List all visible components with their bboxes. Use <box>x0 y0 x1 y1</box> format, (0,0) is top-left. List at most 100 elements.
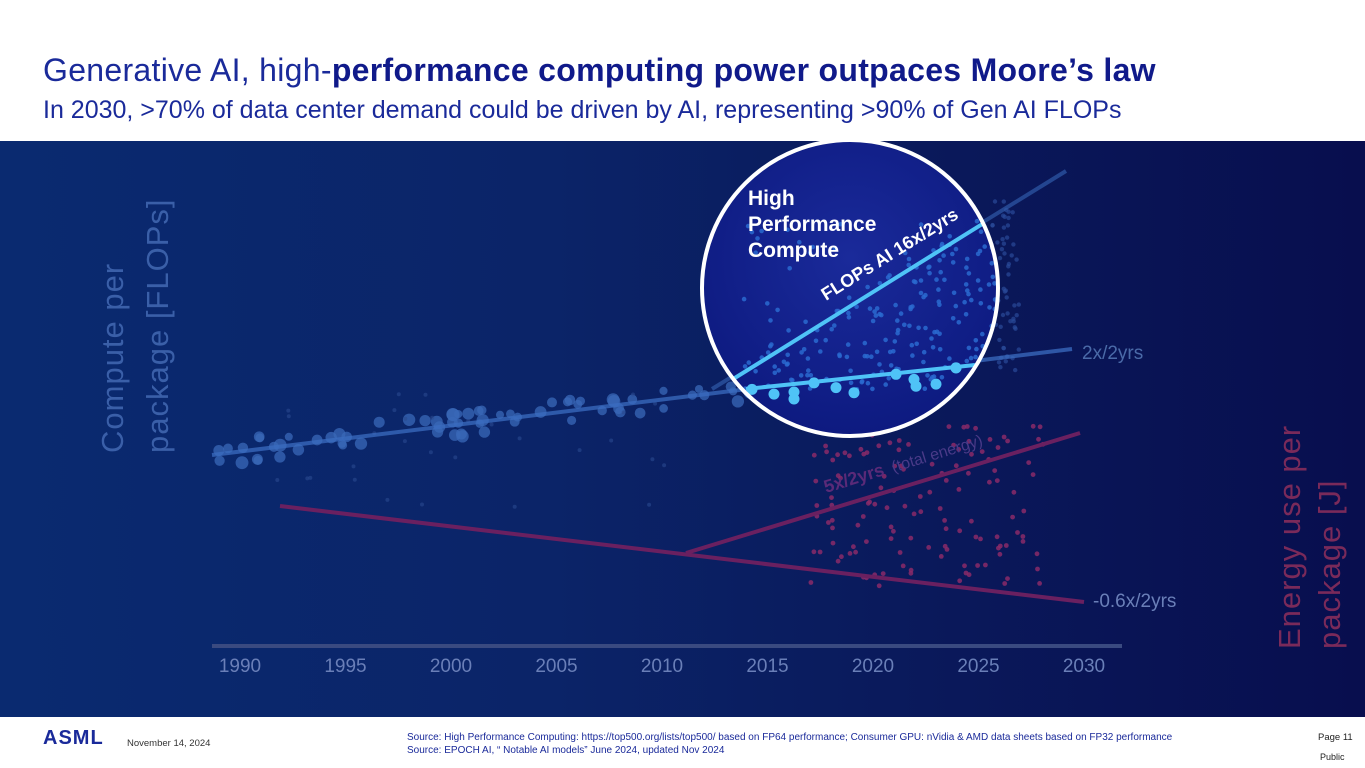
hpc-dot <box>927 264 932 270</box>
hpc-dot <box>785 352 790 358</box>
hpc-trend-line <box>745 363 976 391</box>
energy-dot <box>888 536 894 541</box>
hpc-dot <box>936 287 941 292</box>
hpc-dot <box>846 315 852 320</box>
compute-dot <box>385 497 390 502</box>
compute-dot <box>1006 272 1011 277</box>
hpc-dot <box>980 383 986 389</box>
energy-dot <box>942 518 947 523</box>
hpc-dot <box>832 323 837 328</box>
hpc-dot <box>877 281 883 286</box>
compute-dot <box>1016 302 1021 307</box>
compute-dot <box>275 478 280 482</box>
hpc-dot <box>992 374 997 379</box>
hpc-dot <box>787 266 792 271</box>
hpc-dot <box>930 345 936 350</box>
footer <box>0 717 1365 768</box>
hpc-dot <box>870 386 875 392</box>
compute-dot <box>446 407 460 421</box>
energy-dot <box>830 525 835 531</box>
compute-dot <box>1014 313 1019 318</box>
energy-dot <box>876 583 882 589</box>
hpc-dot <box>862 340 868 346</box>
energy-dot <box>891 528 896 534</box>
hpc-callout: High Performance Compute FLOPs AI 16x/2y… <box>700 141 1000 438</box>
hpc-dot <box>862 353 868 359</box>
x-axis-ticks: 1990 1995 2000 2005 2010 2015 2020 2025 2030 <box>219 656 1105 677</box>
energy-dot <box>979 449 985 454</box>
hpc-dot <box>807 250 813 256</box>
hpc-dot <box>968 355 974 361</box>
energy-dot <box>872 501 878 507</box>
hpc-dot <box>995 377 998 383</box>
energy-dot <box>851 544 856 550</box>
callout-title-1: High <box>748 187 795 210</box>
compute-dot <box>448 429 461 441</box>
energy-dot <box>938 554 944 559</box>
compute-dot <box>517 436 522 441</box>
callout-title-3: Compute <box>748 239 839 262</box>
hpc-dot <box>883 337 888 343</box>
hpc-dot <box>964 358 970 364</box>
hpc-dot <box>980 331 985 337</box>
page-number: Page 11 <box>1318 732 1353 743</box>
hpc-dot <box>823 337 828 343</box>
hpc-dot <box>772 364 777 369</box>
y-label-right-1: Energy use per <box>1272 425 1307 649</box>
compute-dot <box>990 223 995 228</box>
energy-dot <box>911 511 917 517</box>
compute-dot <box>997 337 1002 343</box>
hpc-dot <box>909 342 915 348</box>
energy-dot <box>929 461 935 467</box>
y-label-right-2: package [J] <box>1312 479 1347 649</box>
energy-dot <box>1037 581 1042 586</box>
energy-dot <box>858 446 864 452</box>
compute-dot <box>1005 223 1011 228</box>
footer-sources: Source: High Performance Computing: http… <box>407 731 1172 757</box>
hpc-dot <box>753 250 758 255</box>
energy-dot <box>1011 489 1017 495</box>
compute-dot <box>998 365 1003 370</box>
x-tick-label: 2000 <box>430 656 472 677</box>
hpc-dot <box>947 234 952 239</box>
x-tick-label: 2010 <box>641 656 683 677</box>
compute-dot <box>1011 242 1016 247</box>
hpc-dot <box>921 359 926 365</box>
compute-dot <box>1013 367 1018 373</box>
hpc-dot <box>808 373 814 378</box>
energy-dot <box>896 438 902 443</box>
hpc-dot <box>942 277 947 283</box>
energy-dot <box>908 570 914 576</box>
energy-dot <box>842 450 848 456</box>
energy-dot <box>881 473 887 479</box>
energy-dot <box>864 539 869 544</box>
compute-dot <box>631 392 635 397</box>
energy-dot <box>1001 434 1007 440</box>
energy-dot <box>937 506 943 511</box>
energy-dot <box>966 438 972 444</box>
hpc-dot <box>941 253 946 258</box>
slide-title: Generative AI, high-performance computin… <box>43 52 1156 89</box>
compute-dot <box>462 407 475 420</box>
compute-dot <box>402 439 407 444</box>
hpc-dot <box>829 326 834 332</box>
energy-dot <box>1026 460 1032 465</box>
energy-dot <box>983 562 988 568</box>
hpc-dot <box>916 325 921 331</box>
energy-dot <box>847 551 853 556</box>
hpc-dot <box>931 374 937 379</box>
compute-dot <box>647 502 652 507</box>
energy-dot <box>966 572 972 578</box>
x-tick-label: 2015 <box>746 656 788 677</box>
hpc-dot <box>950 251 955 257</box>
hpc-dot <box>950 260 956 265</box>
compute-dot <box>235 456 249 470</box>
hpc-highlight-dot <box>848 387 860 399</box>
energy-dot <box>1035 566 1040 572</box>
compute-dot <box>373 416 385 428</box>
compute-dot <box>495 410 505 419</box>
compute-dot <box>420 502 424 507</box>
energy-dot <box>951 442 956 448</box>
energy-dot <box>830 540 836 546</box>
compute-dot <box>478 426 491 438</box>
